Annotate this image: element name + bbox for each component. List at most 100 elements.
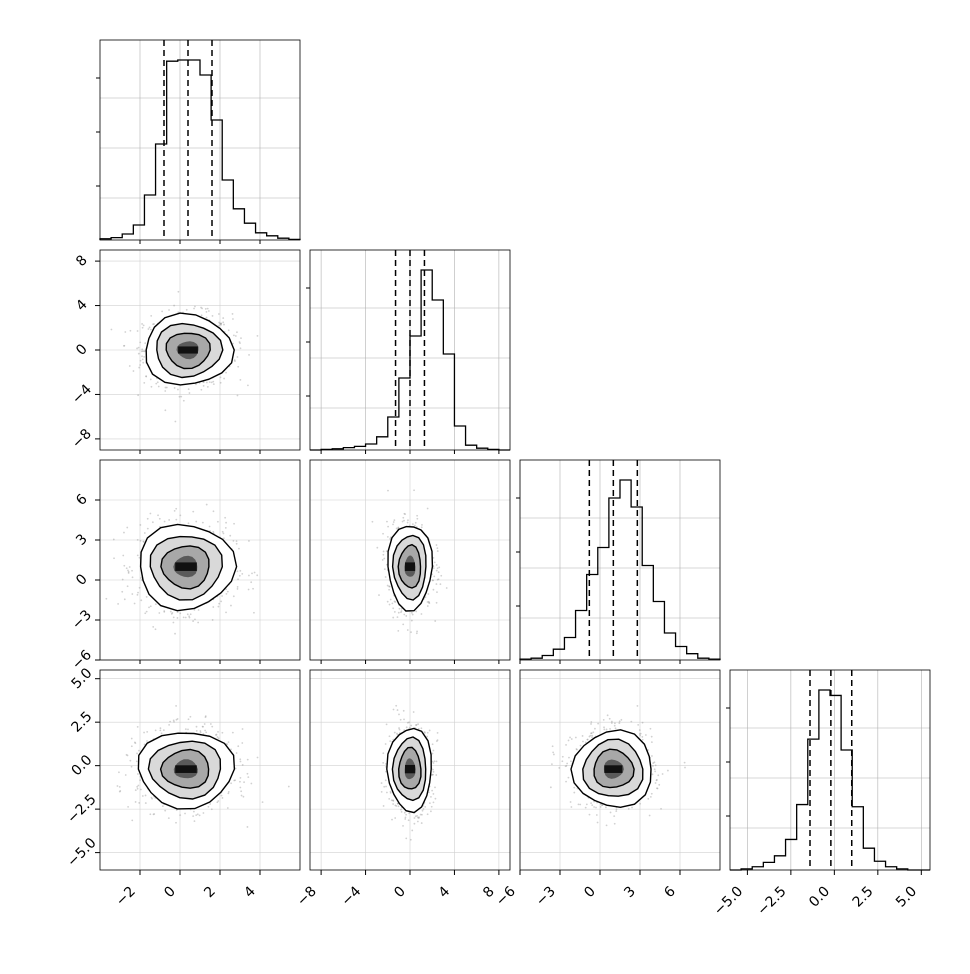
scatter-point xyxy=(218,325,220,327)
scatter-point xyxy=(227,807,229,809)
scatter-point xyxy=(188,522,190,524)
scatter-point xyxy=(216,734,218,736)
scatter-point xyxy=(609,718,611,720)
scatter-point xyxy=(129,365,131,367)
scatter-point xyxy=(614,725,616,727)
scatter-point xyxy=(411,830,413,832)
scatter-point xyxy=(658,784,660,786)
scatter-point xyxy=(433,762,435,764)
scatter-point xyxy=(388,586,390,588)
scatter-point xyxy=(389,735,391,737)
scatter-point xyxy=(586,803,588,805)
scatter-point xyxy=(432,769,434,771)
scatter-point xyxy=(127,585,129,587)
scatter-point xyxy=(385,779,387,781)
scatter-point xyxy=(393,709,395,711)
scatter-point xyxy=(141,351,143,353)
density-core xyxy=(175,765,197,773)
scatter-point xyxy=(236,331,238,333)
scatter-point xyxy=(667,770,669,772)
scatter-point xyxy=(405,817,407,819)
scatter-point xyxy=(233,523,235,525)
scatter-point xyxy=(394,732,396,734)
scatter-point xyxy=(235,335,237,337)
scatter-point xyxy=(139,587,141,589)
scatter-point xyxy=(150,379,152,381)
scatter-point xyxy=(143,356,145,358)
scatter-point xyxy=(212,381,214,383)
scatter-point xyxy=(213,510,215,512)
scatter-point xyxy=(179,814,181,816)
scatter-point xyxy=(121,591,123,593)
scatter-point xyxy=(196,730,198,732)
scatter-point xyxy=(228,329,230,331)
scatter-point xyxy=(409,727,411,729)
scatter-point xyxy=(141,348,143,350)
scatter-point xyxy=(239,575,241,577)
scatter-point xyxy=(236,543,238,545)
scatter-point xyxy=(230,782,232,784)
scatter-point xyxy=(206,382,208,384)
scatter-point xyxy=(179,514,181,516)
scatter-point xyxy=(417,723,419,725)
scatter-point xyxy=(139,779,141,781)
scatter-point xyxy=(405,615,407,617)
scatter-point xyxy=(137,726,139,728)
scatter-point xyxy=(180,396,182,398)
scatter-point xyxy=(420,814,422,816)
scatter-point xyxy=(151,798,153,800)
scatter-point xyxy=(138,802,140,804)
scatter-point xyxy=(157,381,159,383)
scatter-point xyxy=(138,347,140,349)
scatter-point xyxy=(237,745,239,747)
scatter-point xyxy=(241,795,243,797)
scatter-point xyxy=(229,535,231,537)
scatter-point xyxy=(570,806,572,808)
scatter-point xyxy=(288,786,290,788)
scatter-point xyxy=(387,601,389,603)
scatter-point xyxy=(412,614,414,616)
scatter-point xyxy=(432,743,434,745)
scatter-point xyxy=(382,559,384,561)
scatter-point xyxy=(603,729,605,731)
scatter-point xyxy=(168,309,170,311)
scatter-point xyxy=(220,324,222,326)
scatter-point xyxy=(131,738,133,740)
scatter-point xyxy=(392,607,394,609)
scatter-point xyxy=(389,740,391,742)
scatter-point xyxy=(593,806,595,808)
scatter-point xyxy=(390,792,392,794)
scatter-point xyxy=(252,588,254,590)
scatter-point xyxy=(205,308,207,310)
scatter-point xyxy=(645,734,647,736)
scatter-point xyxy=(208,806,210,808)
scatter-point xyxy=(407,519,409,521)
scatter-point xyxy=(237,366,239,368)
scatter-point xyxy=(383,805,385,807)
scatter-point xyxy=(131,819,133,821)
scatter-point xyxy=(175,508,177,510)
scatter-point xyxy=(221,732,223,734)
scatter-point xyxy=(189,392,191,394)
scatter-point xyxy=(382,554,384,556)
scatter-point xyxy=(436,602,438,604)
scatter-point xyxy=(152,521,154,523)
scatter-point xyxy=(146,611,148,613)
scatter-point xyxy=(138,367,140,369)
scatter-point xyxy=(194,619,196,621)
scatter-point xyxy=(386,724,388,726)
scatter-point xyxy=(558,767,560,769)
scatter-point xyxy=(430,810,432,812)
scatter-point xyxy=(188,388,190,390)
scatter-point xyxy=(253,612,255,614)
scatter-point xyxy=(428,601,430,603)
scatter-point xyxy=(168,724,170,726)
scatter-point xyxy=(382,762,384,764)
scatter-point xyxy=(134,603,136,605)
scatter-point xyxy=(152,323,154,325)
scatter-point xyxy=(206,504,208,506)
scatter-point xyxy=(150,329,152,331)
scatter-point xyxy=(571,738,573,740)
scatter-point xyxy=(237,570,239,572)
scatter-point xyxy=(382,533,384,535)
